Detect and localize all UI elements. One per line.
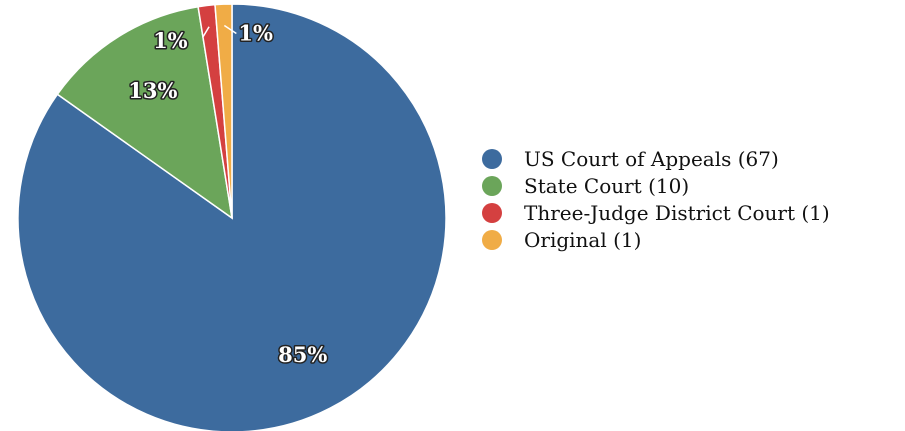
legend-label-state-court: State Court (10): [524, 176, 689, 196]
legend-swatch-original: [482, 230, 502, 250]
legend-item-original: Original (1): [482, 226, 830, 253]
slice-label-original: 1%: [238, 21, 273, 46]
pie-chart: 85% 13% 1% 1%: [0, 0, 460, 431]
legend-swatch-state-court: [482, 176, 502, 196]
legend-item-us-court-of-appeals: US Court of Appeals (67): [482, 145, 830, 172]
slice-label-us-court-of-appeals: 85%: [278, 342, 327, 367]
legend-label-three-judge-district-court: Three-Judge District Court (1): [524, 203, 830, 223]
slice-label-state-court: 13%: [128, 78, 177, 103]
legend: US Court of Appeals (67) State Court (10…: [482, 145, 830, 253]
legend-item-state-court: State Court (10): [482, 172, 830, 199]
legend-swatch-three-judge-district-court: [482, 203, 502, 223]
legend-label-original: Original (1): [524, 230, 641, 250]
slice-label-three-judge-district-court: 1%: [153, 28, 188, 53]
legend-label-us-court-of-appeals: US Court of Appeals (67): [524, 149, 779, 169]
legend-swatch-us-court-of-appeals: [482, 149, 502, 169]
legend-item-three-judge-district-court: Three-Judge District Court (1): [482, 199, 830, 226]
